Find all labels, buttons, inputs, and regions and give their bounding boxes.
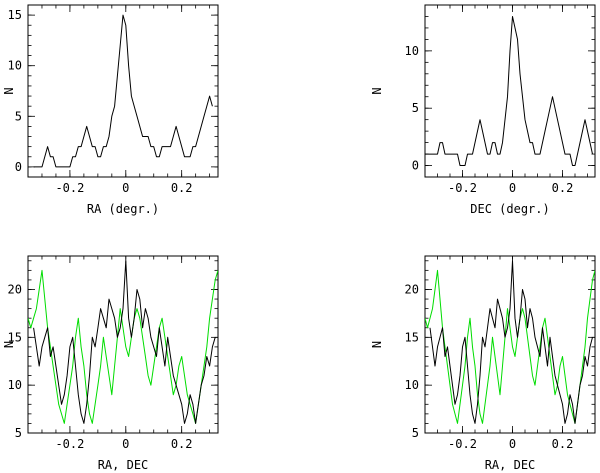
x-axis-label: DEC (degr.) [470,202,549,216]
series-line-dec [425,16,593,166]
y-axis-label: N [370,87,384,94]
series-line-ra [33,14,213,168]
x-tick-label: 0.2 [552,181,574,195]
x-tick-label: -0.2 [55,437,84,451]
y-axis-label: N [370,341,384,348]
y-tick-label: 15 [405,330,419,344]
x-tick-label: -0.2 [448,181,477,195]
y-tick-label: 20 [405,282,419,296]
y-axis-label: N [2,87,16,94]
x-tick-label: 0 [122,437,129,451]
x-tick-label: -0.2 [448,437,477,451]
x-tick-label: 0 [509,181,516,195]
x-tick-label: 0 [509,437,516,451]
x-axis-label: RA, DEC [98,458,149,472]
plot-frame [424,4,596,178]
chart-panel-1: -0.2 0 0.2 0 5 10 15 RA (degr.) N [2,4,219,216]
y-tick-label: 15 [8,8,22,22]
y-tick-label: 10 [8,59,22,73]
y-tick-label: 10 [405,378,419,392]
series-line-dec [28,269,218,424]
y-tick-label: 5 [412,426,419,440]
series-line-dec [425,269,595,424]
y-tick-label: 15 [8,330,22,344]
y-tick-label: 10 [405,44,419,58]
x-tick-label: 0 [122,181,129,195]
x-axis-label: RA (degr.) [87,202,159,216]
plot-frame [27,255,219,434]
x-tick-label: 0.2 [552,437,574,451]
y-tick-label: 5 [15,426,22,440]
y-tick-label: 20 [8,282,22,296]
chart-panel-2: -0.2 0 0.2 0 5 10 DEC (degr.) N [370,4,596,216]
y-tick-label: 5 [412,101,419,115]
y-tick-label: 0 [15,160,22,174]
y-axis-label: N [2,341,16,348]
x-tick-label: 0.2 [171,181,193,195]
x-axis-label: RA, DEC [485,458,536,472]
chart-panel-3: -0.2 0 0.2 5 10 15 20 RA, DEC N [2,255,219,472]
x-tick-label: -0.2 [55,181,84,195]
plot-frame [424,255,596,434]
y-tick-label: 5 [15,109,22,123]
chart-panel-4: -0.2 0 0.2 5 10 15 20 RA, DEC N [370,255,596,472]
series-line-ra [33,260,216,424]
y-tick-label: 10 [8,378,22,392]
y-tick-label: 0 [412,159,419,173]
series-line-ra [429,260,593,424]
x-tick-label: 0.2 [171,437,193,451]
plot-frame [27,4,219,178]
